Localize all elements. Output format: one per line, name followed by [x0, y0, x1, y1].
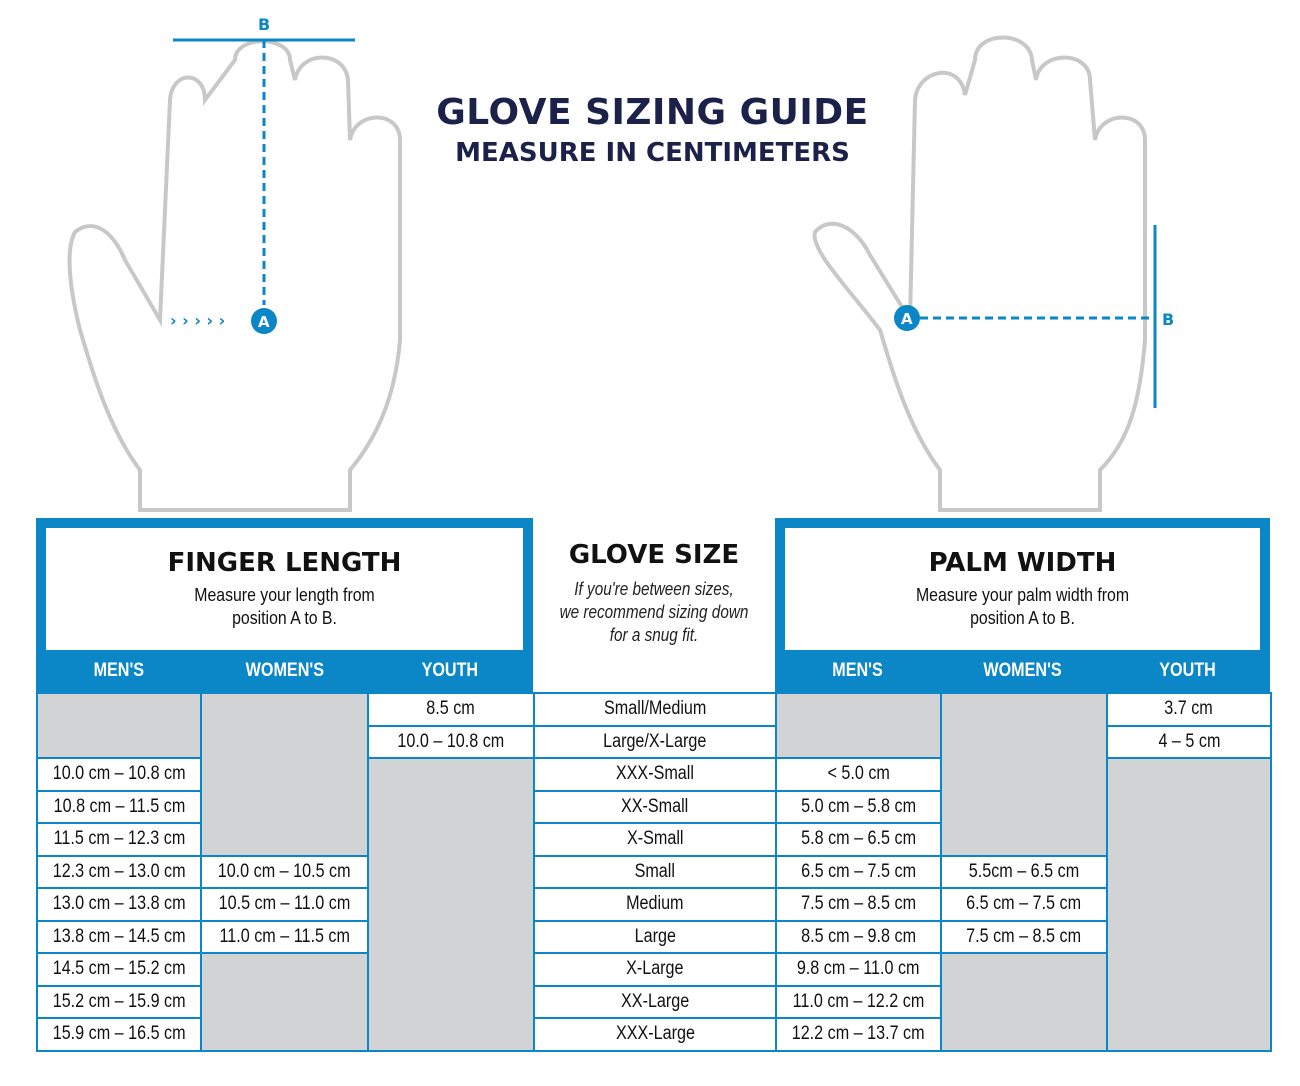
glove-size-cell: XXX-Large	[533, 1017, 777, 1052]
finger-men-cell: 12.3 cm – 13.0 cm	[36, 854, 202, 889]
col-header-youth: YOUTH	[1159, 660, 1216, 681]
finger-length-title: FINGER LENGTH	[167, 548, 402, 578]
glove-size-header: GLOVE SIZE If you're between sizes, we re…	[533, 540, 775, 647]
glove-size-cell: XX-Large	[533, 984, 777, 1019]
finger-men-cell: 11.5 cm – 12.3 cm	[36, 822, 202, 857]
glove-size-note: If you're between sizes, we recommend siz…	[559, 579, 749, 645]
palm-men-cell: 5.0 cm – 5.8 cm	[775, 789, 942, 824]
hand-palm-width-diagram: A B	[812, 35, 1174, 512]
palm-youth-cell: 4 – 5 cm	[1106, 724, 1272, 759]
finger-men-cell: 14.5 cm – 15.2 cm	[36, 952, 202, 987]
page-title: GLOVE SIZING GUIDE	[436, 92, 869, 133]
table-row: 11.5 cm – 12.3 cm X-Small 5.8 cm – 6.5 cm	[36, 822, 1271, 857]
table-row: 10.0 – 10.8 cm Large/X-Large 4 – 5 cm	[37, 724, 1272, 759]
col-header-womens: WOMEN'S	[983, 660, 1062, 681]
point-b-label: B	[258, 15, 270, 34]
palm-women-cell: 7.5 cm – 8.5 cm	[940, 919, 1108, 954]
palm-men-cell: 9.8 cm – 11.0 cm	[775, 952, 942, 987]
palm-men-cell: 11.0 cm – 12.2 cm	[775, 984, 942, 1019]
empty-cell	[200, 692, 369, 857]
finger-length-desc: Measure your length from position A to B.	[194, 585, 375, 628]
palm-youth-cell: 3.7 cm	[1106, 692, 1272, 727]
point-a-label: A	[901, 310, 913, 328]
table-row: 15.2 cm – 15.9 cm XX-Large 11.0 cm – 12.2 …	[36, 984, 1271, 1019]
empty-cell	[940, 952, 1108, 1052]
table-row: 13.0 cm – 13.8 cm 10.5 cm – 11.0 cm Medium…	[36, 887, 1271, 922]
finger-length-header: FINGER LENGTH Measure your length from po…	[36, 518, 533, 692]
palm-width-title: PALM WIDTH	[928, 548, 1117, 578]
finger-men-cell: 15.2 cm – 15.9 cm	[36, 984, 202, 1019]
empty-cell	[36, 692, 202, 759]
svg-text:› › › › ›: › › › › ›	[170, 311, 225, 330]
finger-youth-cell: 8.5 cm	[367, 692, 535, 727]
table-row: 15.9 cm – 16.5 cm XXX-Large 12.2 cm – 13.7…	[36, 1017, 1271, 1052]
finger-youth-cell: 10.0 – 10.8 cm	[367, 724, 535, 759]
table-row: 14.5 cm – 15.2 cm X-Large 9.8 cm – 11.0 cm	[36, 952, 1271, 1052]
glove-size-cell: Small	[533, 854, 777, 889]
glove-size-title: GLOVE SIZE	[568, 540, 740, 570]
finger-men-cell: 13.0 cm – 13.8 cm	[36, 887, 202, 922]
finger-women-cell: 10.0 cm – 10.5 cm	[200, 854, 369, 889]
col-header-mens: MEN'S	[93, 660, 145, 681]
empty-cell	[200, 952, 369, 1052]
finger-men-cell: 10.0 cm – 10.8 cm	[36, 757, 202, 792]
empty-cell	[775, 692, 942, 759]
glove-size-cell: Medium	[533, 887, 777, 922]
palm-men-cell: 7.5 cm – 8.5 cm	[775, 887, 942, 922]
palm-width-header: PALM WIDTH Measure your palm width from p…	[775, 518, 1270, 692]
page-subtitle: MEASURE IN CENTIMETERS	[455, 138, 850, 168]
finger-women-cell: 11.0 cm – 11.5 cm	[200, 919, 369, 954]
col-header-womens: WOMEN'S	[245, 660, 324, 681]
table-row: 10.0 cm – 10.8 cm XXX-Small < 5.0 cm	[36, 757, 1272, 1052]
finger-women-cell: 10.5 cm – 11.0 cm	[200, 887, 369, 922]
glove-size-cell: X-Large	[533, 952, 777, 987]
palm-width-desc: Measure your palm width from position A t…	[915, 585, 1130, 628]
glove-size-cell: XXX-Small	[533, 757, 777, 792]
palm-men-cell: 5.8 cm – 6.5 cm	[775, 822, 942, 857]
palm-men-cell: < 5.0 cm	[775, 757, 942, 792]
palm-women-cell: 6.5 cm – 7.5 cm	[940, 887, 1108, 922]
finger-men-cell: 13.8 cm – 14.5 cm	[36, 919, 202, 954]
point-a-label: A	[258, 313, 270, 331]
palm-men-cell: 6.5 cm – 7.5 cm	[775, 854, 942, 889]
glove-size-cell: X-Small	[533, 822, 777, 857]
hand-finger-length-diagram: › › › › › A B	[67, 15, 402, 512]
col-header-youth: YOUTH	[421, 660, 479, 681]
table-row: 12.3 cm – 13.0 cm 10.0 cm – 10.5 cm Small 6…	[36, 854, 1271, 889]
empty-cell	[1106, 757, 1272, 1052]
col-header-mens: MEN'S	[832, 660, 883, 681]
finger-men-cell: 15.9 cm – 16.5 cm	[36, 1017, 202, 1052]
palm-men-cell: 12.2 cm – 13.7 cm	[775, 1017, 942, 1052]
empty-cell	[940, 692, 1108, 857]
palm-men-cell: 8.5 cm – 9.8 cm	[775, 919, 942, 954]
glove-size-cell: Small/Medium	[533, 692, 777, 727]
table-row: 10.8 cm – 11.5 cm XX-Small 5.0 cm – 5.8 cm	[36, 789, 1271, 824]
empty-cell	[367, 757, 535, 1052]
glove-size-cell: Large	[533, 919, 777, 954]
point-b-label: B	[1162, 310, 1174, 329]
glove-size-cell: XX-Small	[533, 789, 777, 824]
sizing-table: 8.5 cm Small/Medium 3.7 cm 10.0 – 10.8 cm La…	[36, 692, 1272, 1052]
palm-women-cell: 5.5cm – 6.5 cm	[940, 854, 1108, 889]
table-row: 8.5 cm Small/Medium 3.7 cm	[36, 692, 1272, 857]
finger-men-cell: 10.8 cm – 11.5 cm	[36, 789, 202, 824]
table-row: 13.8 cm – 14.5 cm 11.0 cm – 11.5 cm Large 8…	[36, 919, 1271, 954]
glove-size-cell: Large/X-Large	[533, 724, 777, 759]
